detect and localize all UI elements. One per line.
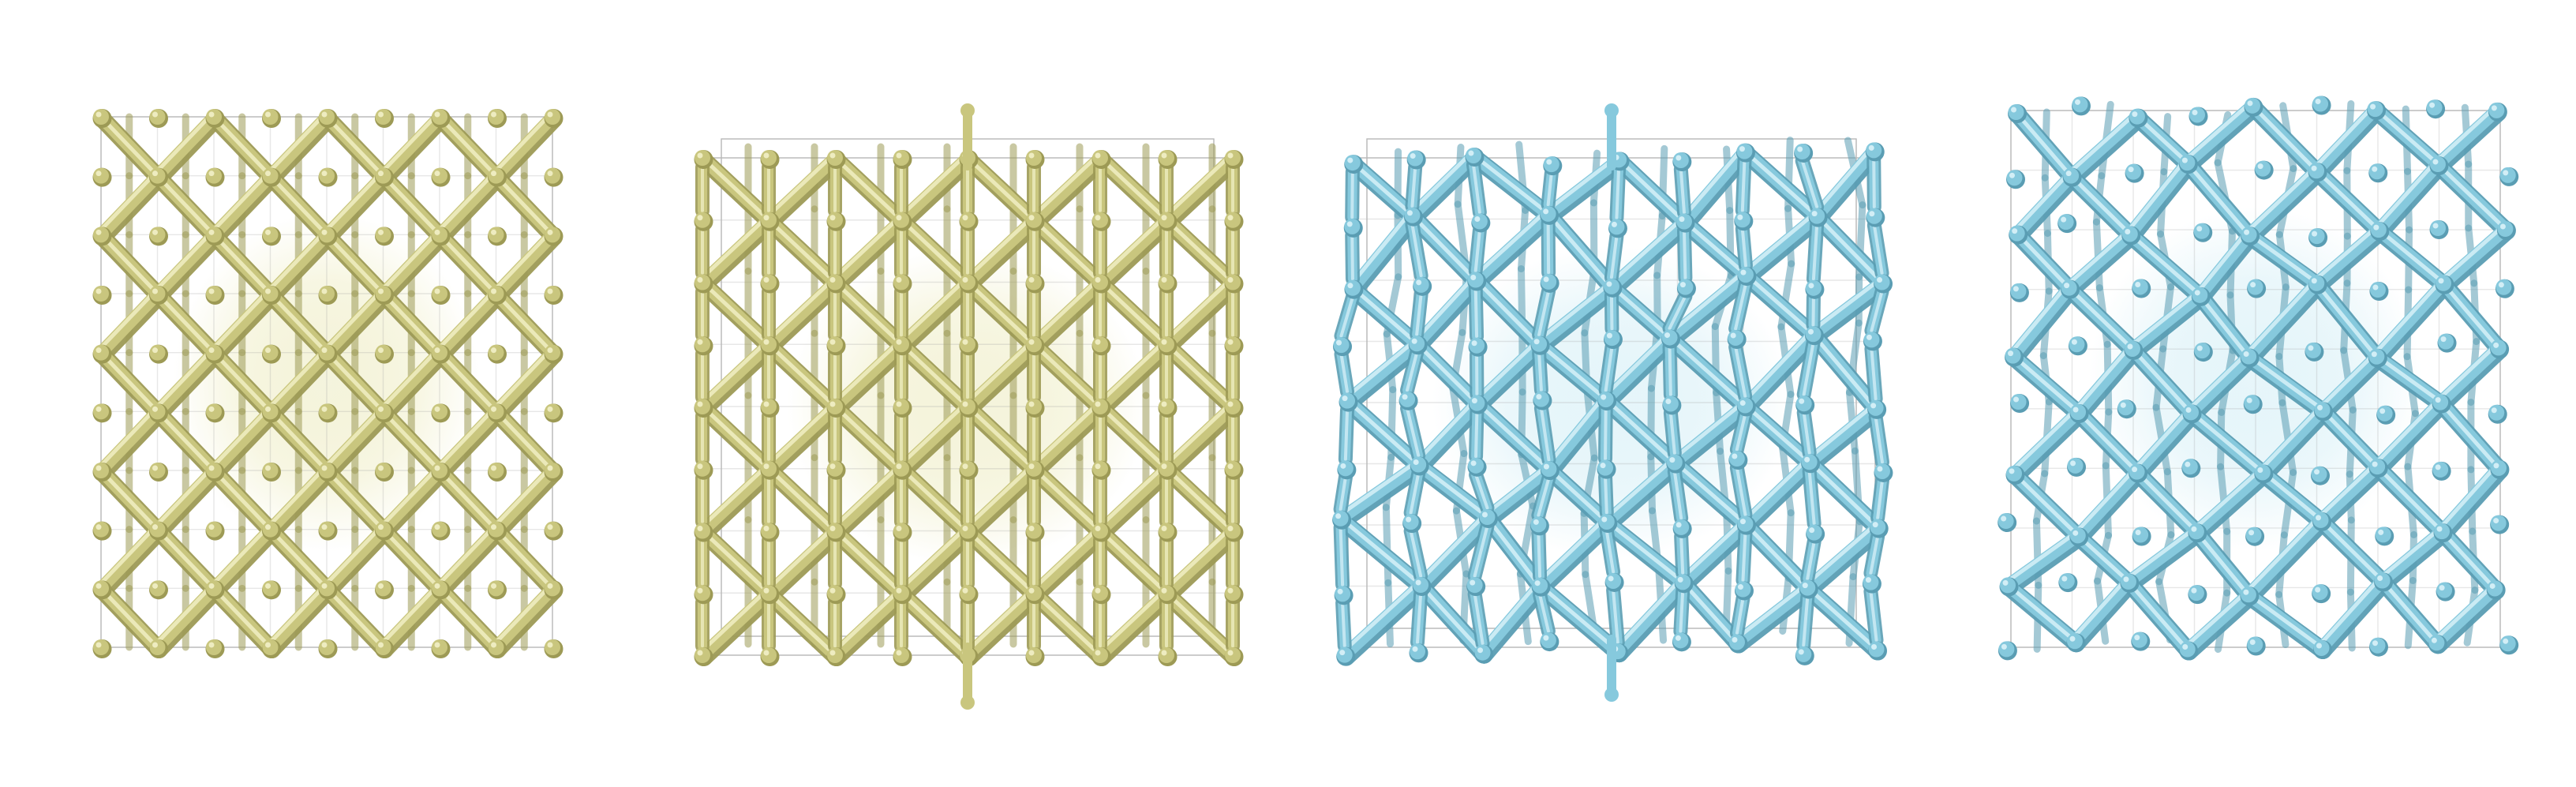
lattice-nodes [694,150,1244,666]
lattice-struts [94,111,563,658]
lattice-panel-1 [0,0,644,787]
lattice-structure-blue-oblique [1332,103,1893,702]
lattice-nodes [1332,142,1893,666]
lattice-nodes [1998,96,2519,661]
lattice-panel-3 [1288,0,1932,787]
lattice-core-glow [173,212,481,553]
lattice-structure-blue-front [1998,96,2519,661]
lattice-structure-olive-oblique [694,103,1244,710]
apex-spikes [1604,103,1619,702]
lattice-struts [695,143,1243,666]
lattice-panel-2 [644,0,1288,787]
apex-spikes [960,103,975,710]
lattice-panel-4 [1932,0,2576,787]
lattice-nodes [92,109,564,658]
lattice-structure-olive-front [92,109,564,658]
lattice-struts [1333,137,1893,666]
